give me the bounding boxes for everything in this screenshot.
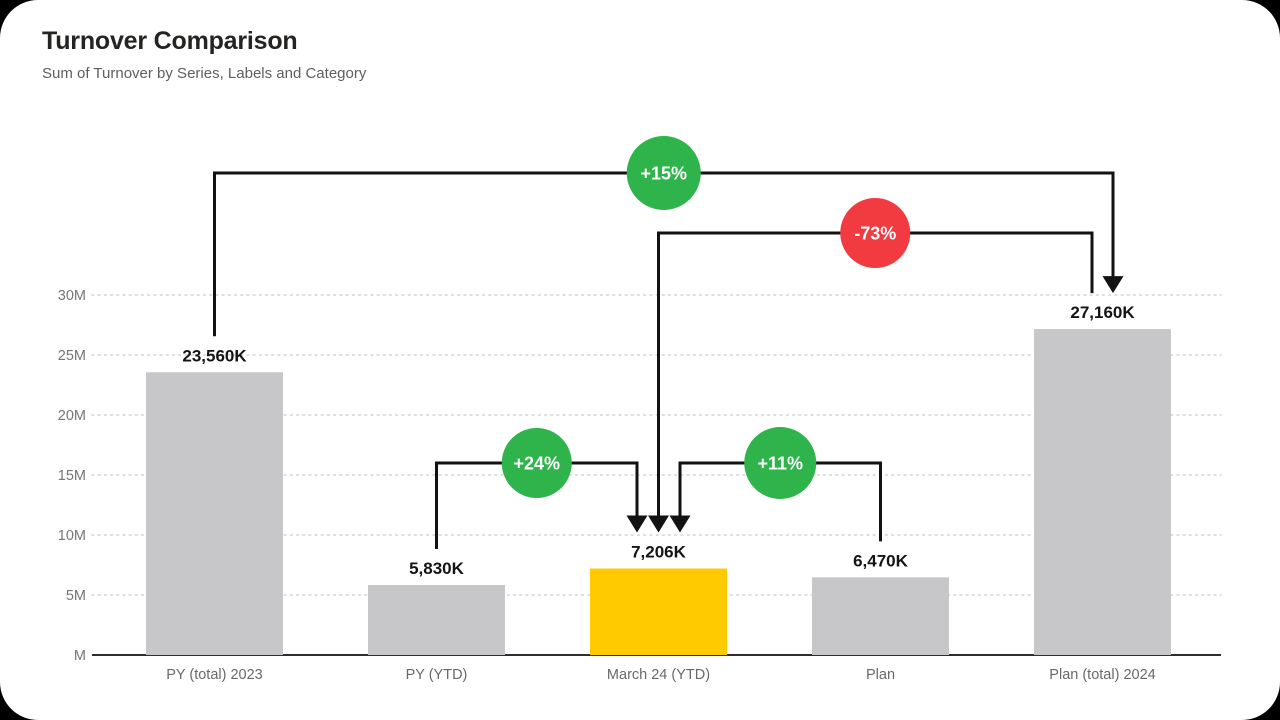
variance-badge-label-minus-73pct: -73% [854, 224, 896, 244]
category-label-plan: Plan [866, 667, 895, 683]
variance-badge-label-plusminus-15pct: +15% [640, 164, 687, 184]
value-label-march-24-ytd: 7,206K [631, 543, 687, 562]
chart-subtitle: Sum of Turnover by Series, Labels and Ca… [42, 65, 367, 82]
variance-badge-plusminus-24pct [501, 428, 572, 498]
variance-badge-label-plusminus-24pct: +24% [513, 454, 560, 474]
variance-badge-label-plusminus-11pct: +11% [757, 454, 803, 474]
bar-py-ytd[interactable] [368, 585, 505, 655]
category-label-plan-total-2024: Plan (total) 2024 [1049, 667, 1155, 683]
bar-march-24-ytd[interactable] [590, 568, 727, 655]
page-title: Turnover Comparison [42, 27, 298, 55]
y-axis-tick-20M: 20M [58, 408, 86, 424]
value-label-py-total-2023: 23,560K [182, 346, 247, 365]
variance-badge-plusminus-11pct [744, 427, 817, 499]
y-axis-tick-30M: 30M [58, 288, 86, 304]
arrowhead-minus-73pct [648, 515, 669, 533]
y-axis-tick-25M: 25M [58, 348, 86, 364]
value-label-py-ytd: 5,830K [409, 559, 465, 578]
value-label-plan-total-2024: 27,160K [1070, 303, 1135, 322]
y-axis-tick-5M: 5M [66, 588, 86, 604]
arrowhead-plusminus-24pct [626, 515, 648, 533]
arrowhead-plusminus-15pct [1102, 276, 1124, 294]
category-label-py-total-2023: PY (total) 2023 [166, 667, 262, 683]
variance-badge-plusminus-15pct [626, 136, 701, 210]
bar-plan-total-2024[interactable] [1034, 329, 1171, 655]
y-axis-tick-15M: 15M [58, 468, 86, 484]
y-axis-tick-M: M [74, 648, 86, 664]
bar-plan[interactable] [812, 577, 949, 655]
category-label-march-24-ytd: March 24 (YTD) [607, 667, 710, 683]
value-label-plan: 6,470K [853, 551, 909, 570]
category-label-py-ytd: PY (YTD) [406, 667, 468, 683]
y-axis-tick-10M: 10M [58, 528, 86, 544]
arrowhead-plusminus-11pct [669, 515, 691, 533]
bar-py-total-2023[interactable] [146, 372, 283, 655]
variance-badge-minus-73pct [840, 198, 911, 268]
